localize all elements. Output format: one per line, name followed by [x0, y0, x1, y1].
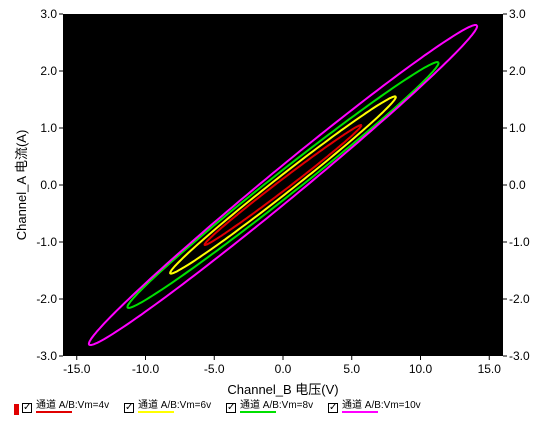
y-tick-label: 3.0	[509, 7, 526, 21]
legend-checkbox[interactable]: ✓	[124, 402, 134, 413]
legend: ✓ 通道 A/B:Vm=4v ✓ 通道 A/B:Vm=6v ✓ 通道 A/B:V…	[14, 400, 544, 416]
series-line	[203, 124, 363, 246]
x-axis-label: Channel_B 电压(V)	[227, 382, 338, 397]
x-tick-label: 15.0	[478, 362, 502, 376]
legend-checkbox[interactable]: ✓	[22, 402, 32, 413]
y-tick-label: 0.0	[509, 178, 526, 192]
legend-swatch	[342, 411, 378, 413]
y-axis-label: Channel_A 电流(A)	[14, 130, 29, 241]
legend-swatch	[36, 411, 72, 413]
x-tick-label: 0.0	[275, 362, 292, 376]
chart: -15.0 -10.0 -5.0 0.0 5.0 10.0 15.0 3.0 2.0 1.0 0.…	[14, 7, 530, 397]
legend-swatch	[138, 411, 174, 413]
x-tick-label: -15.0	[63, 362, 91, 376]
y-tick-label: 1.0	[509, 121, 526, 135]
y-tick-label: 2.0	[40, 64, 57, 78]
y-tick-label: -2.0	[36, 292, 57, 306]
y-tick-label: -1.0	[509, 235, 530, 249]
y-axis-ticks-left: 3.0 2.0 1.0 0.0 -1.0 -2.0 -3.0	[36, 7, 63, 363]
y-axis-ticks-right: 3.0 2.0 1.0 0.0 -1.0 -2.0 -3.0	[503, 7, 530, 363]
y-tick-label: 3.0	[40, 7, 57, 21]
x-tick-label: 10.0	[409, 362, 433, 376]
y-tick-label: -2.0	[509, 292, 530, 306]
plot-area	[63, 14, 503, 356]
legend-checkbox[interactable]: ✓	[328, 402, 338, 413]
series-line	[87, 24, 479, 346]
x-tick-label: -10.0	[132, 362, 160, 376]
legend-swatch	[240, 411, 276, 413]
legend-label: 通道 A/B:Vm=10v	[342, 400, 421, 411]
y-tick-label: -1.0	[36, 235, 57, 249]
y-tick-label: 0.0	[40, 178, 57, 192]
legend-label: 通道 A/B:Vm=4v	[36, 400, 110, 411]
series-line	[126, 61, 440, 309]
x-axis-ticks: -15.0 -10.0 -5.0 0.0 5.0 10.0 15.0	[63, 356, 501, 376]
curves	[87, 24, 479, 346]
legend-checkbox[interactable]: ✓	[226, 402, 236, 413]
legend-label: 通道 A/B:Vm=8v	[240, 400, 314, 411]
y-tick-label: 1.0	[40, 121, 57, 135]
legend-label: 通道 A/B:Vm=6v	[138, 400, 212, 411]
y-tick-label: -3.0	[509, 349, 530, 363]
y-tick-label: -3.0	[36, 349, 57, 363]
y-tick-label: 2.0	[509, 64, 526, 78]
legend-marker	[14, 404, 19, 415]
x-tick-label: -5.0	[204, 362, 225, 376]
x-tick-label: 5.0	[343, 362, 360, 376]
series-line	[169, 95, 397, 275]
